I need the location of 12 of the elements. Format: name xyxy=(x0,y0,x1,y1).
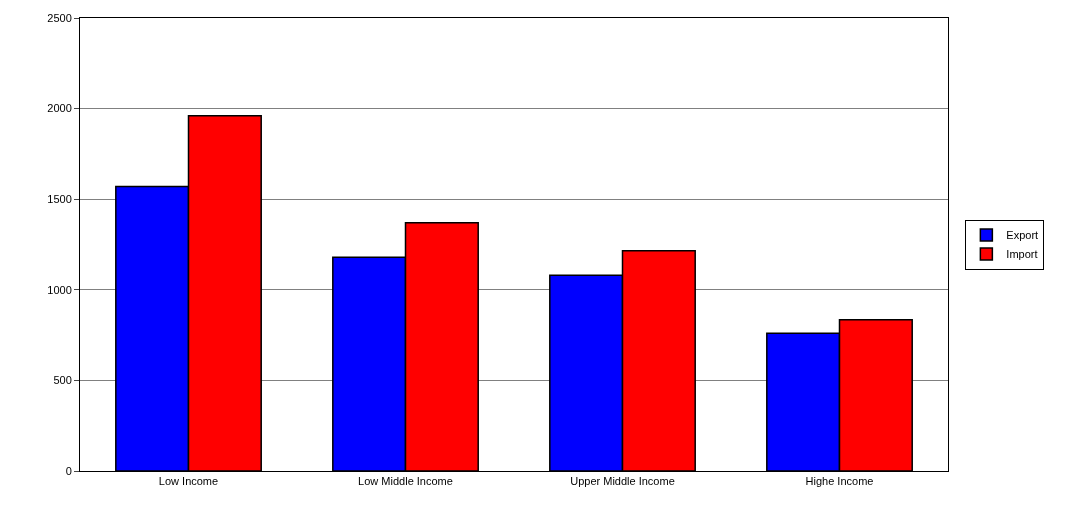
y-tick-label: 0 xyxy=(65,464,72,477)
y-tick-label: 1500 xyxy=(47,193,72,206)
y-tick-label: 2000 xyxy=(47,102,72,115)
y-tick-label: 1000 xyxy=(47,283,72,296)
legend-label: Export xyxy=(1006,229,1039,242)
x-tick-label: Highe Income xyxy=(805,475,874,488)
x-tick-label: Low Income xyxy=(158,475,219,488)
y-tick-label: 2500 xyxy=(47,11,72,24)
y-tick-label: 500 xyxy=(53,374,72,387)
x-tick-label: Low Middle Income xyxy=(358,475,453,488)
legend-label: Import xyxy=(1006,248,1038,261)
x-tick-label: Upper Middle Income xyxy=(570,475,675,488)
